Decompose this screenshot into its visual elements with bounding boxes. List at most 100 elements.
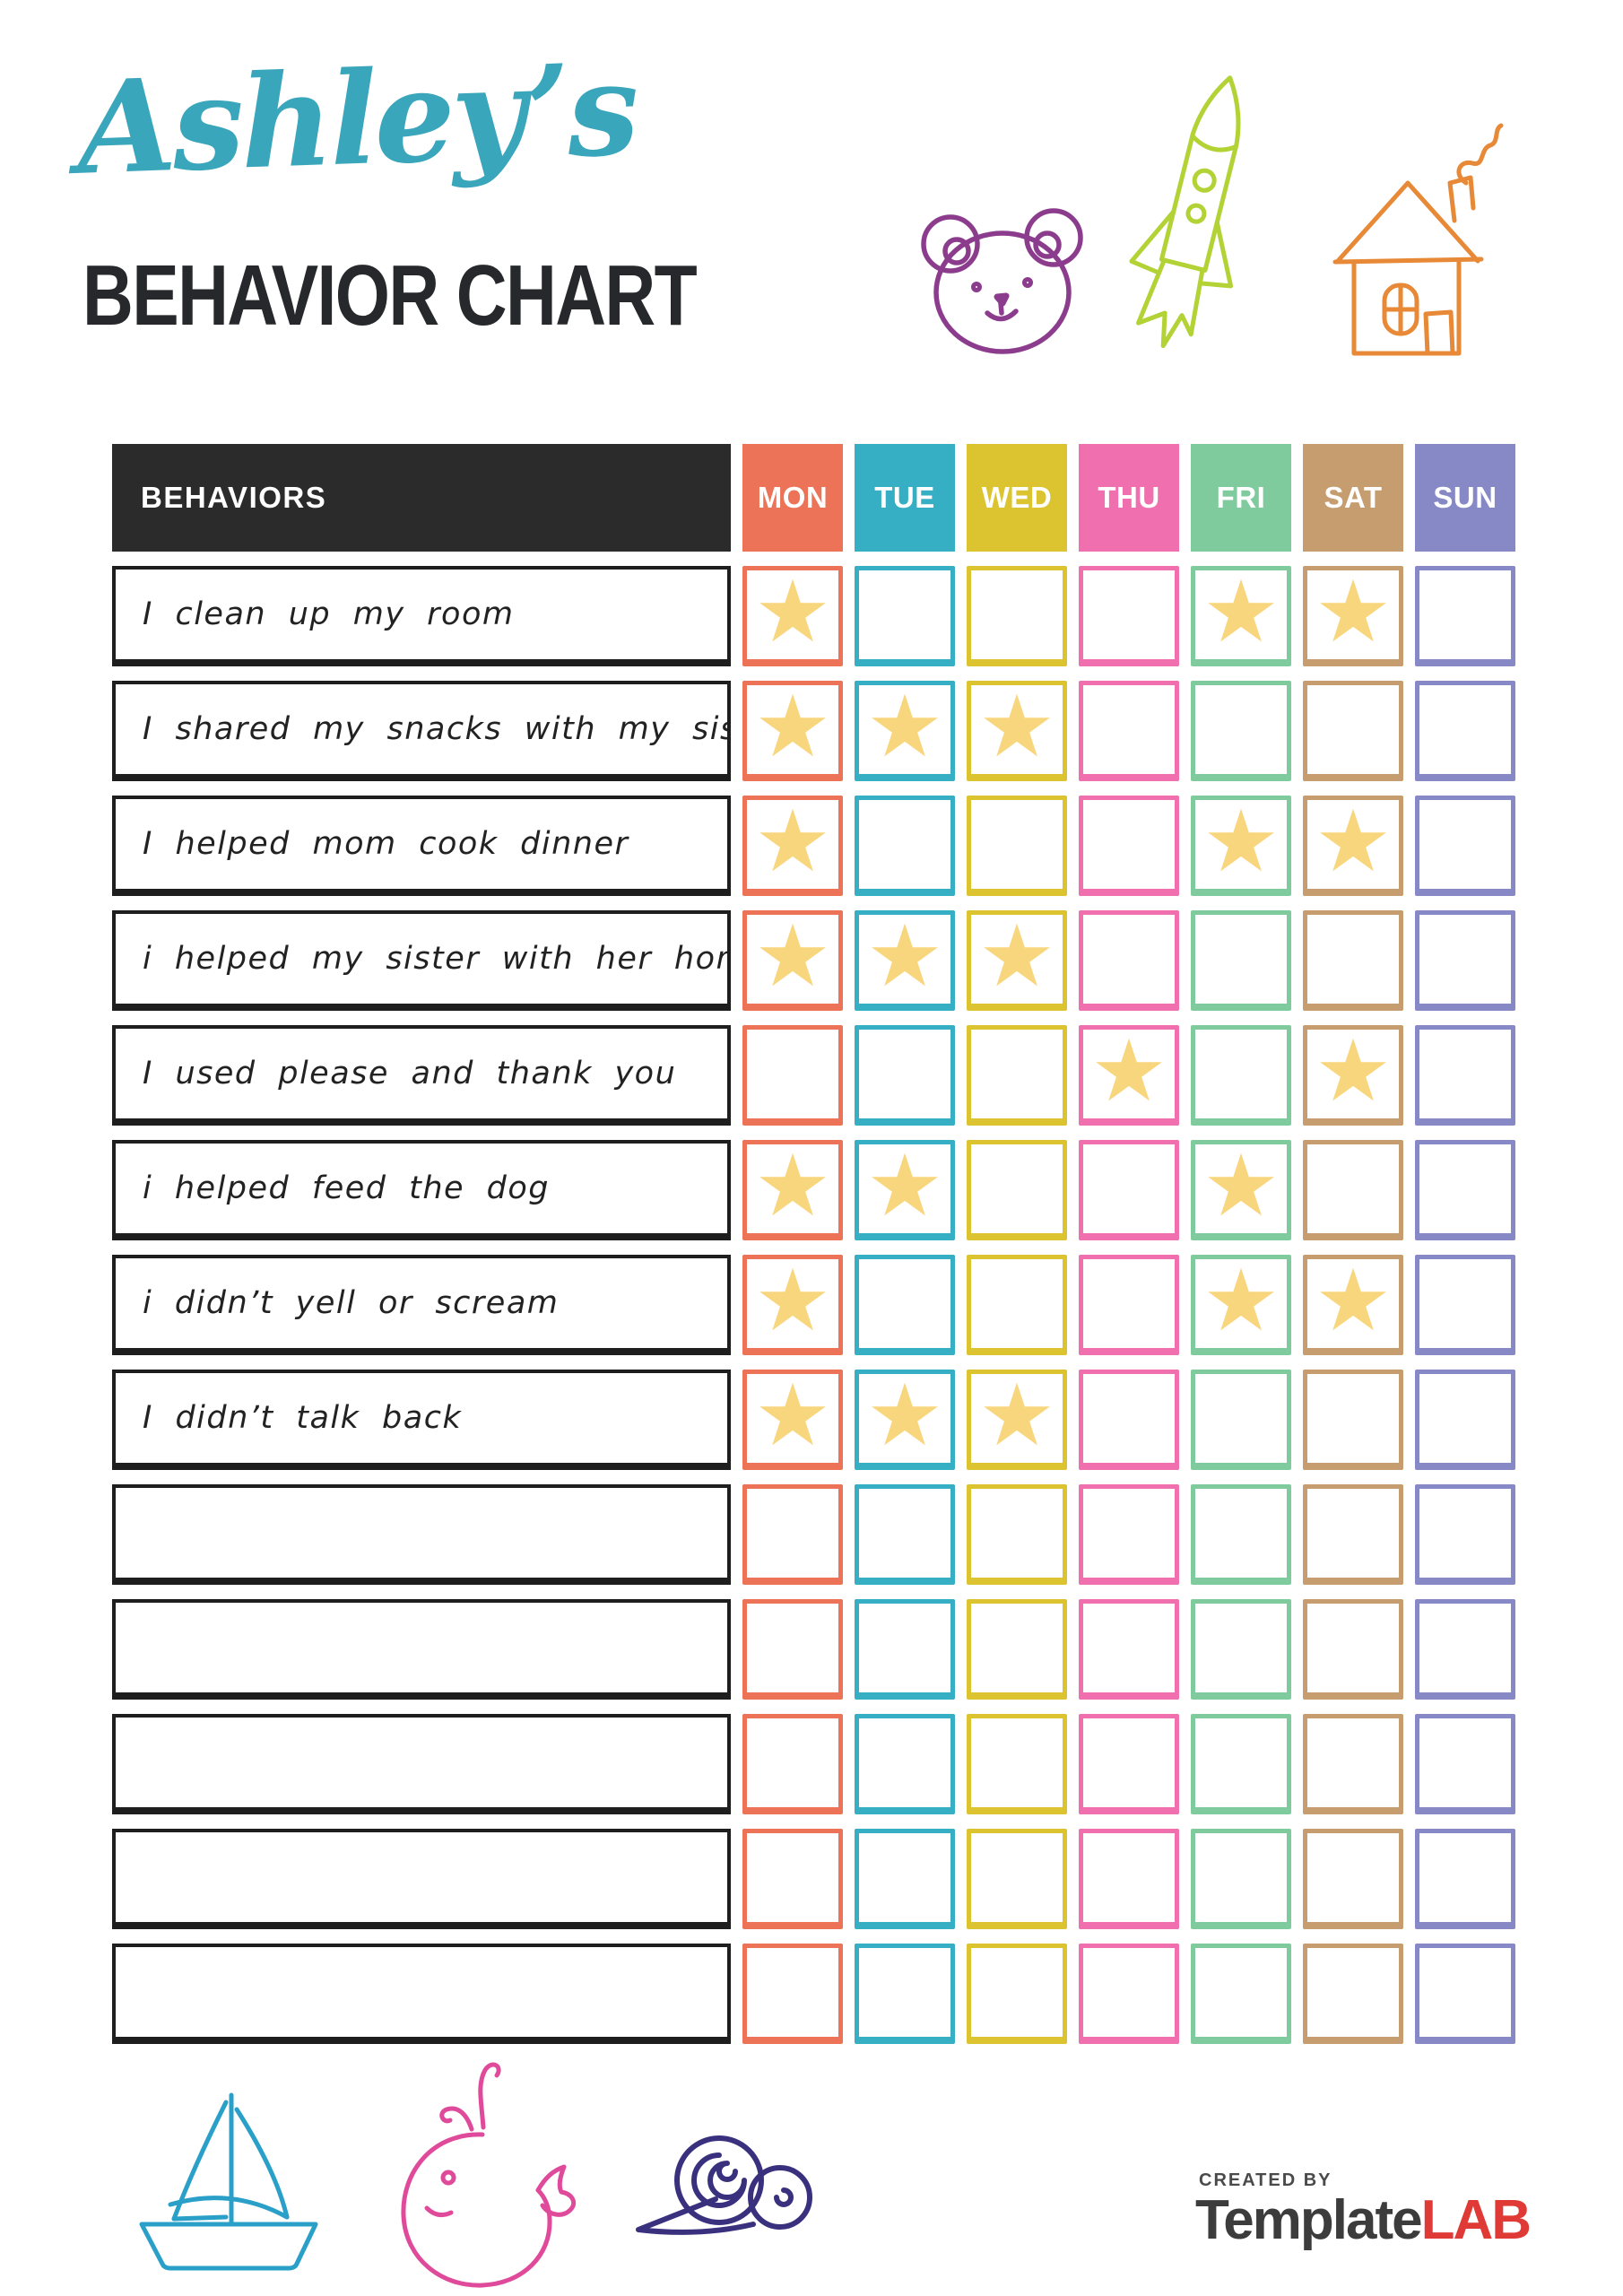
day-cell-fri-row8 — [1191, 1370, 1291, 1470]
day-cell-tue-row13 — [855, 1944, 955, 2044]
day-header-mon: MON — [742, 444, 843, 552]
star-mark: ★ — [865, 1364, 944, 1465]
day-cell-tue-row4: ★ — [855, 910, 955, 1011]
day-cell-sun-row5 — [1415, 1025, 1515, 1126]
day-header-fri: FRI — [1191, 444, 1291, 552]
day-cell-tue-row5 — [855, 1025, 955, 1126]
day-cell-thu-row6 — [1079, 1140, 1179, 1240]
templatelab-logo: CREATED BY TemplateLAB — [1195, 2170, 1532, 2248]
day-cell-mon-row2: ★ — [742, 681, 843, 781]
star-mark: ★ — [865, 905, 944, 1006]
behavior-cell-row7: i didn’t yell or scream — [112, 1255, 731, 1355]
day-cell-wed-row8: ★ — [967, 1370, 1067, 1470]
page-title: BEHAVIOR CHART — [82, 248, 698, 344]
created-by-label: CREATED BY — [1199, 2170, 1332, 2190]
day-cell-fri-row3: ★ — [1191, 796, 1291, 896]
behavior-cell-row11 — [112, 1714, 731, 1814]
day-header-wed: WED — [967, 444, 1067, 552]
day-cell-fri-row5 — [1191, 1025, 1291, 1126]
day-cell-thu-row12 — [1079, 1829, 1179, 1929]
day-cell-thu-row4 — [1079, 910, 1179, 1011]
star-mark: ★ — [753, 1249, 832, 1351]
behavior-cell-row5: I used please and thank you — [112, 1025, 731, 1126]
sailboat-doodle-icon — [139, 2092, 318, 2271]
star-mark: ★ — [977, 1364, 1056, 1465]
day-cell-sun-row11 — [1415, 1714, 1515, 1814]
day-cell-sat-row12 — [1303, 1829, 1403, 1929]
behavior-chart-table: BEHAVIORS MON TUE WED THU FRI SAT SUN I clean up… — [112, 444, 1515, 2044]
day-cell-sun-row7 — [1415, 1255, 1515, 1355]
day-cell-tue-row12 — [855, 1829, 955, 1929]
day-cell-fri-row10 — [1191, 1599, 1291, 1700]
brand-wordmark: TemplateLAB — [1195, 2193, 1532, 2248]
day-cell-thu-row5: ★ — [1079, 1025, 1179, 1126]
day-cell-mon-row5 — [742, 1025, 843, 1126]
day-cell-mon-row9 — [742, 1484, 843, 1585]
star-mark: ★ — [753, 905, 832, 1006]
day-header-thu: THU — [1079, 444, 1179, 552]
day-cell-wed-row12 — [967, 1829, 1067, 1929]
day-cell-sat-row3: ★ — [1303, 796, 1403, 896]
day-cell-sun-row10 — [1415, 1599, 1515, 1700]
day-cell-thu-row1 — [1079, 566, 1179, 666]
behavior-cell-row12 — [112, 1829, 731, 1929]
day-cell-sat-row9 — [1303, 1484, 1403, 1585]
day-cell-fri-row13 — [1191, 1944, 1291, 2044]
rocket-doodle-icon — [1129, 75, 1241, 349]
day-cell-tue-row1 — [855, 566, 955, 666]
day-cell-mon-row6: ★ — [742, 1140, 843, 1240]
star-mark: ★ — [1202, 561, 1280, 662]
day-cell-sun-row4 — [1415, 910, 1515, 1011]
star-mark: ★ — [1202, 1249, 1280, 1351]
day-cell-thu-row11 — [1079, 1714, 1179, 1814]
day-cell-tue-row11 — [855, 1714, 955, 1814]
day-cell-sun-row2 — [1415, 681, 1515, 781]
day-cell-mon-row11 — [742, 1714, 843, 1814]
day-cell-tue-row6: ★ — [855, 1140, 955, 1240]
day-cell-mon-row7: ★ — [742, 1255, 843, 1355]
day-cell-wed-row13 — [967, 1944, 1067, 2044]
day-cell-tue-row9 — [855, 1484, 955, 1585]
day-cell-fri-row2 — [1191, 681, 1291, 781]
star-mark: ★ — [1314, 790, 1393, 891]
day-cell-sat-row4 — [1303, 910, 1403, 1011]
behavior-cell-row9 — [112, 1484, 731, 1585]
day-cell-mon-row12 — [742, 1829, 843, 1929]
day-header-sun: SUN — [1415, 444, 1515, 552]
behavior-cell-row4: i helped my sister with her homework — [112, 910, 731, 1011]
day-cell-mon-row10 — [742, 1599, 843, 1700]
house-doodle-icon — [1332, 123, 1504, 356]
day-cell-sat-row10 — [1303, 1599, 1403, 1700]
day-cell-fri-row9 — [1191, 1484, 1291, 1585]
day-cell-sat-row11 — [1303, 1714, 1403, 1814]
star-mark: ★ — [753, 561, 832, 662]
day-cell-wed-row4: ★ — [967, 910, 1067, 1011]
brand-second: LAB — [1420, 2189, 1532, 2251]
behavior-cell-row1: I clean up my room — [112, 566, 731, 666]
day-cell-thu-row7 — [1079, 1255, 1179, 1355]
star-mark: ★ — [977, 905, 1056, 1006]
day-cell-tue-row3 — [855, 796, 955, 896]
star-mark: ★ — [1089, 1020, 1168, 1121]
day-cell-thu-row10 — [1079, 1599, 1179, 1700]
day-cell-thu-row3 — [1079, 796, 1179, 896]
star-mark: ★ — [1314, 561, 1393, 662]
bear-doodle-icon — [921, 208, 1083, 354]
behavior-cell-row6: i helped feed the dog — [112, 1140, 731, 1240]
snail-doodle-icon — [636, 2135, 812, 2235]
day-cell-mon-row8: ★ — [742, 1370, 843, 1470]
day-cell-sun-row1 — [1415, 566, 1515, 666]
day-cell-tue-row2: ★ — [855, 681, 955, 781]
day-cell-sun-row12 — [1415, 1829, 1515, 1929]
star-mark: ★ — [1202, 790, 1280, 891]
star-mark: ★ — [977, 675, 1056, 777]
star-mark: ★ — [1314, 1020, 1393, 1121]
day-cell-wed-row6 — [967, 1140, 1067, 1240]
day-cell-wed-row2: ★ — [967, 681, 1067, 781]
day-cell-sat-row6 — [1303, 1140, 1403, 1240]
day-cell-thu-row2 — [1079, 681, 1179, 781]
day-cell-sun-row8 — [1415, 1370, 1515, 1470]
day-cell-fri-row1: ★ — [1191, 566, 1291, 666]
day-cell-fri-row12 — [1191, 1829, 1291, 1929]
